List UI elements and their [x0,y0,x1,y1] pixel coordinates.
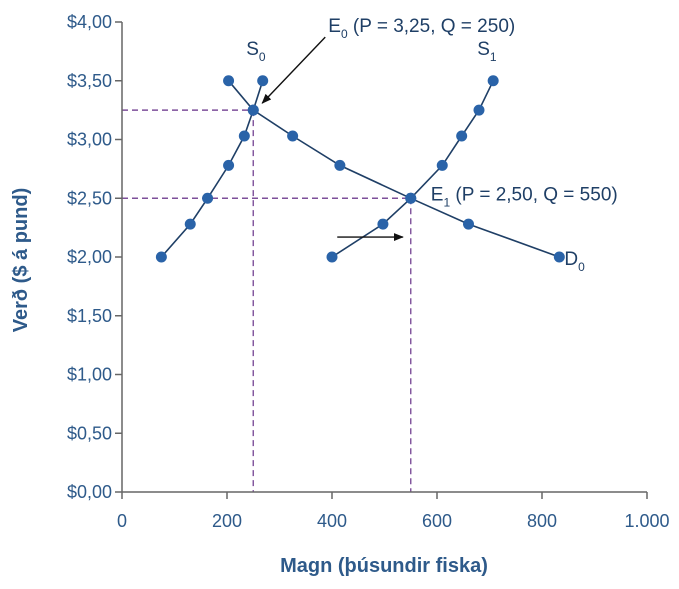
curve-label: S1 [477,39,497,64]
equilibrium-label-values: (P = 3,25, Q = 250) [348,16,516,37]
y-tick-label: $0,00 [67,482,112,502]
equilibrium-label: E0 (P = 3,25, Q = 250) [328,16,515,41]
data-point-s0 [155,251,167,263]
data-point-s1 [326,251,338,263]
curve-label-sub: 0 [578,260,585,274]
series-line-s1 [331,80,494,258]
series-line-s0 [160,80,264,258]
data-point-d0 [334,159,346,171]
y-tick-label: $2,50 [67,188,112,208]
curve-label: S0 [246,39,266,64]
x-tick-label: 1.000 [624,511,669,531]
data-point-s0 [223,159,235,171]
data-point-s1 [436,159,448,171]
data-point-s1 [456,130,468,142]
equilibrium-label-sub: 1 [443,195,450,209]
y-tick-label: $1,50 [67,306,112,326]
equilibrium-label-main: E [431,184,444,205]
axes: $0,00 $0,50 $1,00 $1,50 $2,00 $2,50 $3,00 $3,50… [67,12,670,531]
y-tick-label: $3,50 [67,71,112,91]
equilibrium-label-sub: 0 [341,27,348,41]
data-point-s0 [257,75,269,87]
y-axis-title: Verð ($ á pund) [10,188,32,332]
data-point-s1 [487,75,499,87]
x-tick-label: 600 [422,511,452,531]
equilibrium-label-main: E [328,16,341,37]
curve-label-main: D [564,249,578,270]
x-tick-label: 800 [527,511,557,531]
curve-label: D0 [564,249,585,274]
x-tick-label: 0 [117,511,127,531]
data-point-s0 [202,192,214,204]
data-point-d0 [287,130,299,142]
x-tick-label: 200 [212,511,242,531]
curve-label-main: S [246,39,259,60]
data-point-s0 [184,218,196,230]
data-point-d0 [405,192,417,204]
y-tick-label: $1,00 [67,365,112,385]
y-tick-label: $4,00 [67,12,112,32]
data-point-s1 [473,104,485,116]
equilibrium-guides [122,109,412,492]
equilibrium-label: E1 (P = 2,50, Q = 550) [431,184,618,209]
series-line-d0 [227,80,560,258]
x-tick-label: 400 [317,511,347,531]
series [160,80,560,258]
y-tick-label: $2,00 [67,247,112,267]
e0-pointer-arrow [261,36,326,104]
curve-label-main: S [477,39,490,60]
data-point-s0 [238,130,250,142]
data-point-d0 [553,251,565,263]
data-point-s1 [377,218,389,230]
data-point-d0 [463,218,474,230]
data-point-d0 [247,104,259,116]
data-point-d0 [223,75,235,87]
y-tick-label: $0,50 [67,423,112,443]
equilibrium-label-values: (P = 2,50, Q = 550) [450,184,618,205]
x-axis-title: Magn (þúsundir fiska) [280,555,488,577]
data-points [155,75,565,263]
curve-label-sub: 0 [259,50,266,64]
y-tick-label: $3,00 [67,130,112,150]
curve-label-sub: 1 [490,50,497,64]
